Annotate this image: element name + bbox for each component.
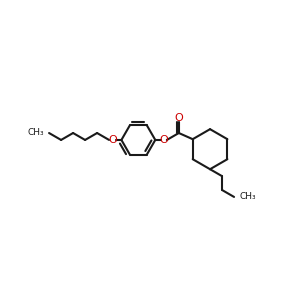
Text: O: O bbox=[159, 135, 168, 145]
Text: O: O bbox=[175, 113, 183, 123]
Text: O: O bbox=[109, 135, 117, 145]
Text: CH₃: CH₃ bbox=[239, 192, 256, 201]
Text: CH₃: CH₃ bbox=[27, 128, 44, 137]
